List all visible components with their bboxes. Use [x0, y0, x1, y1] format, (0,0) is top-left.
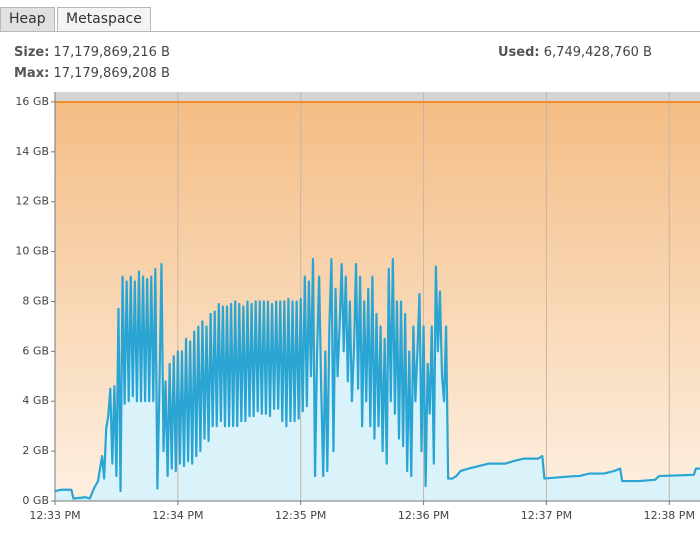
size-info: Size: 17,179,869,216 B	[14, 45, 170, 60]
y-tick-label: 16 GB	[15, 95, 49, 108]
x-tick-label: 12:33 PM	[29, 509, 80, 522]
x-tick-label: 12:37 PM	[521, 509, 572, 522]
y-tick-label: 4 GB	[22, 394, 49, 407]
y-tick-label: 14 GB	[15, 145, 49, 158]
value: 17,179,869,208 B	[53, 66, 170, 81]
y-tick-label: 6 GB	[22, 344, 49, 357]
label: Size:	[14, 45, 50, 60]
y-tick-label: 10 GB	[15, 245, 49, 258]
tab-bar: Heap Metaspace	[0, 7, 700, 32]
x-tick-label: 12:36 PM	[398, 509, 449, 522]
x-tick-label: 12:35 PM	[275, 509, 326, 522]
x-tick-label: 12:38 PM	[644, 509, 695, 522]
x-tick-label: 12:34 PM	[152, 509, 203, 522]
tab[interactable]: Heap	[0, 7, 55, 31]
y-tick-label: 8 GB	[22, 294, 49, 307]
y-tick-label: 2 GB	[22, 444, 49, 457]
y-tick-label: 0 GB	[22, 494, 49, 507]
used-info: Used: 6,749,428,760 B	[498, 45, 652, 60]
max-info: Max: 17,179,869,208 B	[14, 66, 170, 81]
value: 6,749,428,760 B	[543, 45, 652, 60]
label: Used:	[498, 45, 540, 60]
y-tick-label: 12 GB	[15, 195, 49, 208]
label: Max:	[14, 66, 50, 81]
tab[interactable]: Metaspace	[57, 7, 151, 31]
value: 17,179,869,216 B	[53, 45, 170, 60]
line	[54, 257, 700, 500]
